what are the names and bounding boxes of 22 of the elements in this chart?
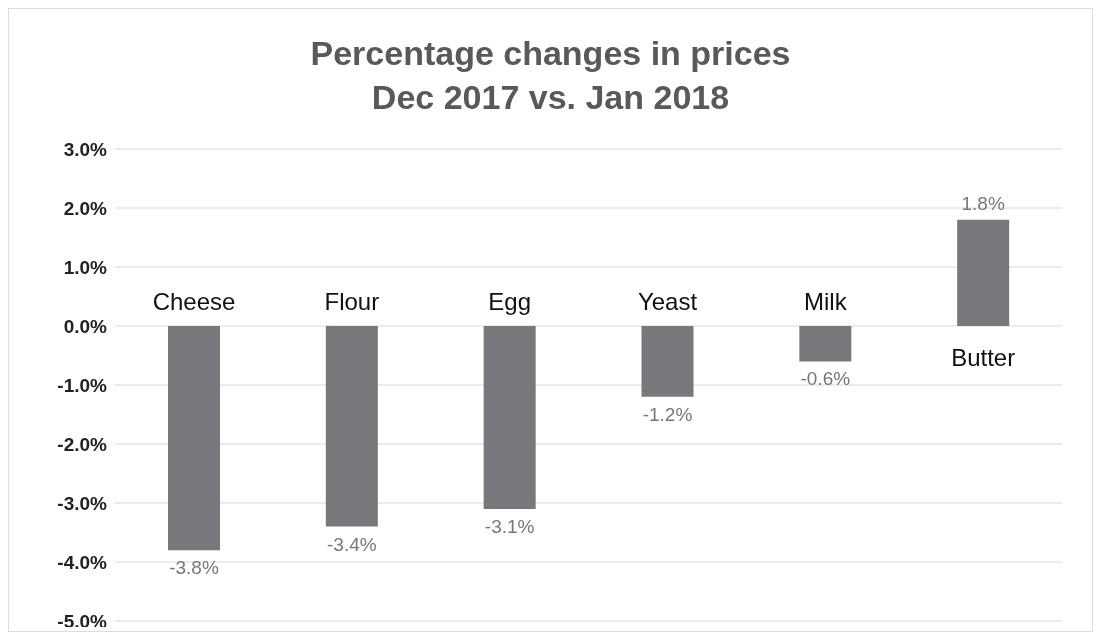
x-tick-label: Butter [951,344,1016,371]
y-tick-label: 2.0% [63,197,108,219]
x-tick-label: Flour [324,288,380,315]
data-label: -3.4% [327,533,377,555]
y-tick-label: 0.0% [63,315,108,337]
y-tick-label: 1.0% [63,256,108,278]
data-label: -0.6% [800,368,851,390]
y-tick-label: -3.0% [57,492,108,514]
x-tick-label: Milk [804,288,848,315]
y-tick-label: 3.0% [63,138,108,160]
y-tick-label: -1.0% [57,374,108,396]
y-tick-label: -2.0% [57,433,108,455]
x-tick-label: Cheese [152,288,236,315]
chart-title: Percentage changes in prices Dec 2017 vs. Jan 2018 [309,33,792,118]
y-tick-label: -5.0% [57,610,108,632]
x-tick-label: Egg [488,288,532,315]
data-label: -3.1% [484,515,535,537]
x-tick-label: Yeast [637,288,698,315]
data-label: -1.2% [642,403,693,425]
y-tick-label: -4.0% [57,551,108,573]
data-label: -3.8% [169,557,219,579]
data-label: 1.8% [961,192,1005,214]
